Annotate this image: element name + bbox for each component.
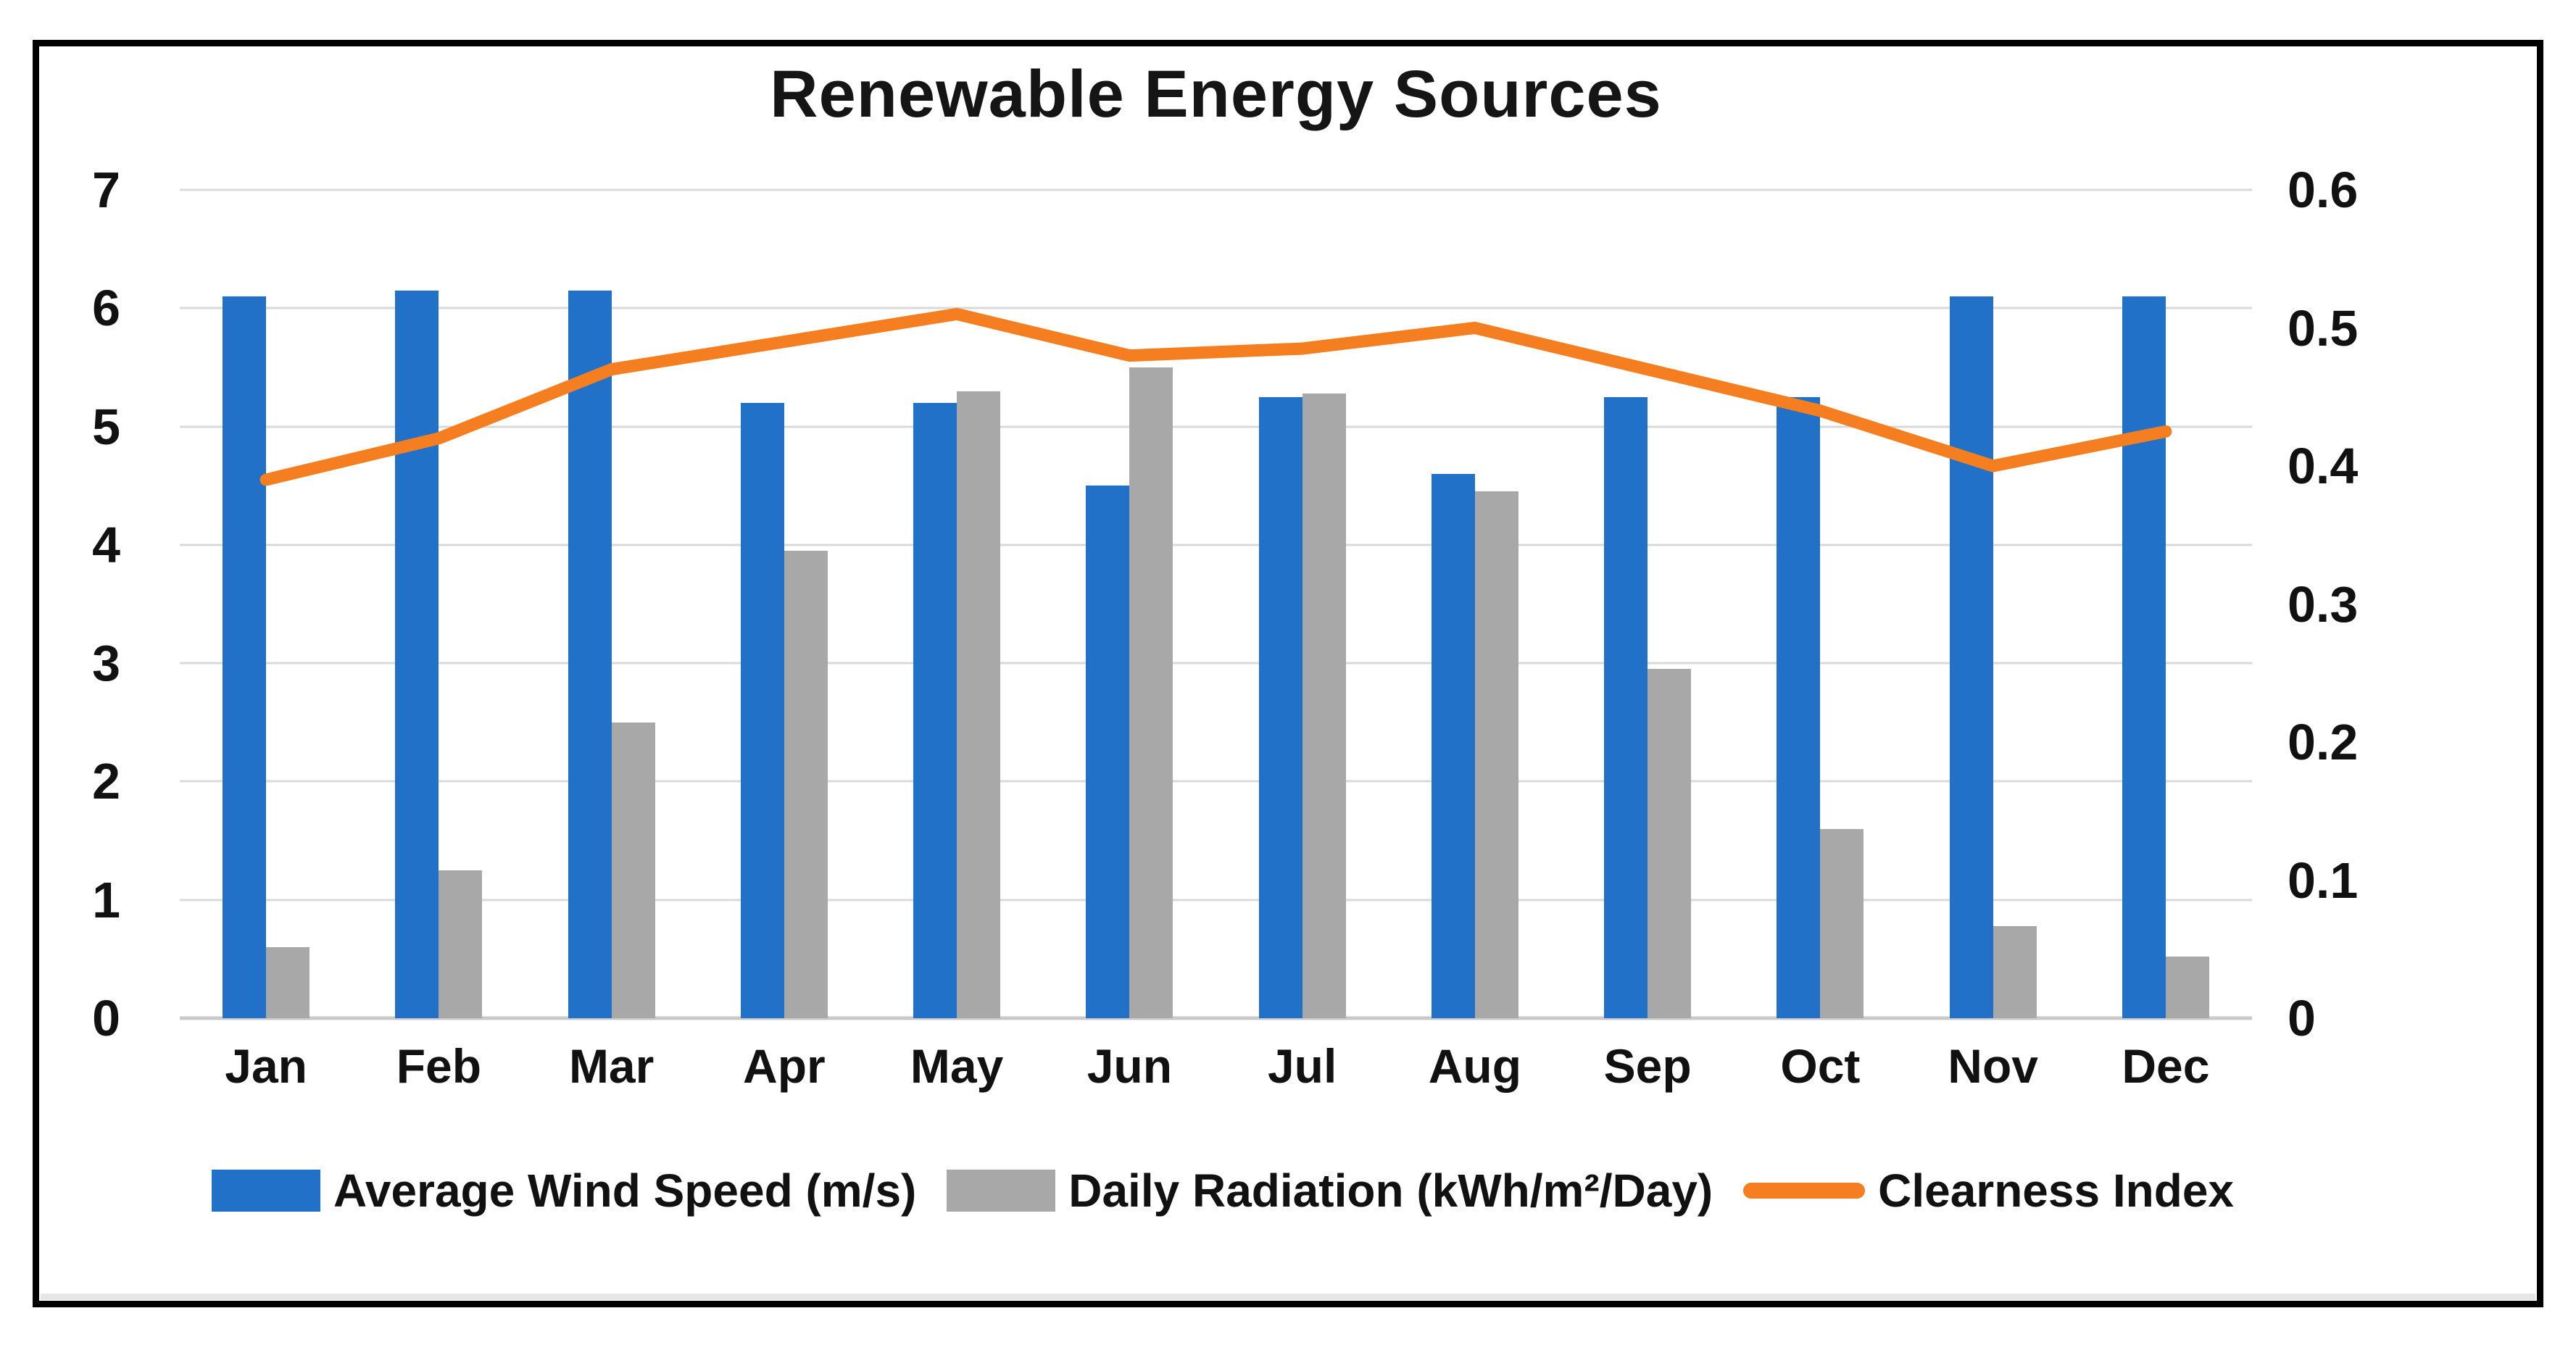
right-axis-tick: 0.3: [2288, 575, 2359, 633]
wind-legend-label: Average Wind Speed (m/s): [333, 1165, 917, 1217]
radiation-bar-may: [957, 391, 1001, 1018]
clearness-line-path: [259, 307, 2172, 486]
frame-inner-shadow: [41, 1294, 2535, 1300]
right-axis: 0.6 0.5 0.4 0.3 0.2 0.1 0: [2267, 165, 2456, 1044]
legend-item-wind: Average Wind Speed (m/s): [212, 1167, 916, 1214]
radiation-bar-apr: [784, 551, 828, 1018]
left-axis-tick: 2: [92, 753, 120, 810]
month-slot-jul: [1216, 190, 1389, 1018]
chart-title: Renewable Energy Sources: [770, 57, 1662, 131]
month-label-may: May: [910, 1039, 1004, 1093]
month-slot-jun: [1043, 190, 1216, 1018]
month-slot-sep: [1561, 190, 1734, 1018]
month-slot-oct: [1734, 190, 1906, 1018]
radiation-bar-jun: [1129, 367, 1173, 1018]
wind-bar-jun: [1086, 486, 1130, 1018]
radiation-bar-jan: [266, 947, 310, 1018]
gridlines: [180, 188, 2252, 1020]
wind-legend-swatch: [212, 1170, 320, 1212]
gridline: [180, 780, 2252, 783]
month-label-mar: Mar: [568, 1039, 655, 1093]
month-label-apr: Apr: [743, 1039, 826, 1093]
wind-bar-may: [913, 402, 957, 1018]
clearness-legend-label: Clearness Index: [1878, 1165, 2234, 1217]
left-axis-tick: 0: [92, 990, 120, 1046]
legend-item-clearness: Clearness Index: [1743, 1167, 2234, 1214]
wind-bar-aug: [1431, 473, 1475, 1018]
gridline: [180, 544, 2252, 546]
month-label-dec: Dec: [2122, 1039, 2210, 1093]
month-slot-dec: [2080, 190, 2252, 1018]
gridline: [180, 307, 2252, 309]
clearness-legend-line: [1743, 1183, 1866, 1199]
gridline: [180, 662, 2252, 665]
wind-bar-nov: [1949, 296, 1993, 1018]
month-label-jun: Jun: [1087, 1039, 1173, 1093]
wind-bar-jan: [223, 296, 267, 1018]
right-axis-tick: 0.4: [2288, 438, 2359, 494]
plot-area: [180, 188, 2252, 1020]
wind-bar-apr: [740, 402, 784, 1018]
month-label-jan: Jan: [225, 1039, 307, 1093]
legend-item-radiation: Daily Radiation (kWh/m²/Day): [947, 1167, 1713, 1214]
left-axis-tick: 3: [92, 635, 120, 692]
wind-bar-feb: [395, 290, 439, 1018]
month-label-sep: Sep: [1603, 1039, 1692, 1093]
radiation-bar-aug: [1474, 491, 1518, 1018]
month-slot-jan: [180, 190, 352, 1018]
month-label-oct: Oct: [1780, 1039, 1861, 1093]
radiation-bar-oct: [1820, 828, 1864, 1018]
month-label-feb: Feb: [396, 1039, 482, 1093]
wind-bar-dec: [2122, 296, 2166, 1018]
month-slot-apr: [698, 190, 871, 1018]
wind-bar-mar: [568, 290, 612, 1018]
left-axis: 7 6 5 4 3 2 1 0: [0, 165, 125, 1044]
left-axis-tick: 5: [92, 398, 120, 455]
radiation-bar-feb: [439, 870, 483, 1018]
radiation-bar-sep: [1648, 669, 1692, 1018]
radiation-bar-mar: [611, 722, 655, 1018]
gridline: [180, 425, 2252, 428]
x-axis-line: [180, 1016, 2252, 1020]
clearness-line: [259, 307, 2172, 486]
month-label-nov: Nov: [1948, 1039, 2038, 1093]
legend: Average Wind Speed (m/s) Daily Radiation…: [212, 1158, 2234, 1223]
right-axis-tick: 0.5: [2288, 299, 2359, 357]
month-slot-feb: [352, 190, 525, 1018]
right-axis-tick: 0: [2288, 990, 2316, 1046]
month-slot-aug: [1389, 190, 1561, 1018]
left-axis-tick: 4: [92, 516, 120, 573]
month-label-aug: Aug: [1428, 1039, 1522, 1093]
month-label-jul: Jul: [1267, 1039, 1337, 1093]
left-axis-tick: 1: [92, 871, 120, 928]
radiation-legend-swatch: [947, 1170, 1056, 1212]
wind-bar-jul: [1258, 396, 1302, 1018]
wind-bar-sep: [1604, 396, 1648, 1018]
left-axis-tick: 7: [92, 162, 120, 218]
radiation-bar-dec: [2165, 957, 2209, 1018]
wind-bar-oct: [1777, 396, 1821, 1018]
right-axis-tick: 0.1: [2288, 851, 2359, 909]
bars-layer: [180, 190, 2252, 1018]
radiation-bar-nov: [1993, 925, 2037, 1018]
radiation-bar-jul: [1302, 393, 1346, 1018]
gridline: [180, 899, 2252, 901]
right-axis-tick: 0.2: [2288, 714, 2359, 770]
month-slot-mar: [525, 190, 698, 1018]
month-slot-nov: [1907, 190, 2080, 1018]
radiation-legend-label: Daily Radiation (kWh/m²/Day): [1068, 1165, 1713, 1217]
right-axis-tick: 0.6: [2288, 162, 2359, 218]
month-slot-may: [871, 190, 1043, 1018]
month-labels: Jan Feb Mar Apr May Jun Jul Aug Sep Oct Nov Dec: [180, 1042, 2252, 1090]
left-axis-tick: 6: [92, 280, 120, 337]
gridline: [180, 188, 2252, 191]
